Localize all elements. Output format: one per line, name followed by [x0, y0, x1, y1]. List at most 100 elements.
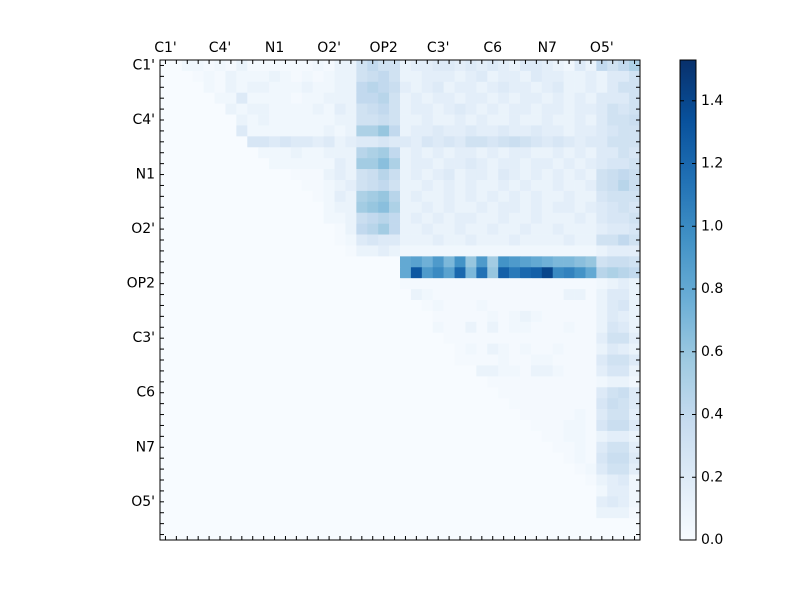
heatmap-cell	[269, 321, 281, 334]
heatmap-cell	[454, 452, 466, 464]
heatmap-cell	[214, 409, 226, 421]
heatmap-cell	[421, 496, 434, 508]
heatmap-cell	[574, 507, 586, 519]
heatmap-cell	[170, 70, 183, 83]
heatmap-cell	[312, 430, 324, 443]
heatmap-cell	[345, 125, 357, 137]
heatmap-cell	[269, 190, 281, 203]
heatmap-cell	[574, 496, 586, 508]
heatmap-cell	[203, 507, 215, 519]
heatmap-cell	[160, 158, 172, 170]
heatmap-cell	[400, 430, 412, 443]
heatmap-cell	[225, 529, 237, 541]
heatmap-cell	[629, 496, 641, 508]
heatmap-cell	[181, 354, 194, 366]
heatmap-cell	[585, 376, 597, 388]
heatmap-cell	[541, 70, 554, 83]
heatmap-cell	[498, 92, 510, 104]
heatmap-cell	[236, 103, 248, 115]
heatmap-cell	[400, 507, 412, 519]
heatmap-cell	[345, 376, 357, 388]
heatmap-cell	[541, 452, 554, 464]
heatmap-cell	[541, 289, 554, 301]
heatmap-cell	[356, 300, 368, 312]
heatmap-cell	[410, 452, 423, 464]
heatmap-cell	[465, 245, 477, 257]
heatmap-cell	[181, 518, 194, 530]
heatmap-cell	[530, 60, 543, 72]
heatmap-cell	[247, 245, 259, 257]
heatmap-cell	[541, 114, 554, 126]
heatmap-cell	[345, 387, 357, 399]
heatmap-cell	[389, 125, 401, 137]
heatmap-cell	[225, 485, 237, 497]
heatmap-cell	[629, 518, 641, 530]
heatmap-cell	[585, 452, 597, 464]
heatmap-cell	[563, 70, 575, 83]
heatmap-cell	[476, 529, 488, 541]
heatmap-cell	[541, 267, 554, 279]
heatmap-cell	[301, 278, 314, 290]
heatmap-cell	[552, 387, 564, 399]
heatmap-cell	[378, 267, 390, 279]
heatmap-cell	[389, 70, 401, 83]
heatmap-cell	[389, 245, 401, 257]
heatmap-cell	[312, 256, 324, 268]
heatmap-cell	[618, 441, 630, 454]
heatmap-cell	[181, 256, 194, 268]
heatmap-cell	[487, 103, 499, 115]
heatmap-cell	[389, 278, 401, 290]
heatmap-cell	[552, 158, 564, 170]
heatmap-cell	[476, 518, 488, 530]
heatmap-cell	[541, 201, 554, 214]
heatmap-cell	[607, 496, 619, 508]
heatmap-cell	[290, 430, 303, 443]
heatmap-cell	[400, 474, 412, 486]
heatmap-cell	[487, 81, 499, 94]
heatmap-cell	[421, 430, 434, 443]
heatmap-cell	[607, 158, 619, 170]
heatmap-cell	[498, 496, 510, 508]
colorbar-tick-label: 0.4	[701, 407, 723, 423]
heatmap-cell	[378, 201, 390, 214]
heatmap-cell	[356, 256, 368, 268]
heatmap-cell	[192, 212, 204, 224]
heatmap-cell	[290, 278, 303, 290]
heatmap-cell	[498, 125, 510, 137]
heatmap-cell	[367, 70, 379, 83]
heatmap-cell	[432, 507, 444, 519]
heatmap-cell	[312, 529, 324, 541]
colorbar-tick-label: 0.8	[701, 281, 723, 297]
heatmap-cell	[596, 463, 608, 475]
heatmap-cell	[400, 136, 412, 148]
heatmap-cell	[290, 158, 303, 170]
heatmap-cell	[530, 430, 543, 443]
heatmap-cell	[323, 529, 335, 541]
heatmap-cell	[356, 463, 368, 475]
heatmap-cell	[334, 125, 346, 137]
heatmap-cell	[607, 463, 619, 475]
heatmap-cell	[160, 507, 172, 519]
heatmap-cell	[443, 452, 455, 464]
heatmap-cell	[552, 223, 564, 235]
heatmap-cell	[225, 180, 237, 192]
heatmap-cell	[421, 125, 434, 137]
heatmap-cell	[356, 365, 368, 377]
heatmap-cell	[280, 365, 292, 377]
heatmap-cell	[596, 81, 608, 94]
heatmap-cell	[247, 60, 259, 72]
heatmap-cell	[465, 354, 477, 366]
heatmap-cell	[280, 234, 292, 246]
heatmap-cell	[301, 300, 314, 312]
heatmap-cell	[618, 485, 630, 497]
heatmap-cell	[520, 332, 532, 344]
heatmap-cell	[596, 147, 608, 159]
heatmap-cell	[552, 529, 564, 541]
heatmap-cell	[345, 420, 357, 432]
heatmap-cell	[552, 474, 564, 486]
heatmap-cell	[487, 430, 499, 443]
heatmap-cell	[258, 409, 270, 421]
heatmap-cell	[443, 387, 455, 399]
heatmap-cell	[356, 70, 368, 83]
